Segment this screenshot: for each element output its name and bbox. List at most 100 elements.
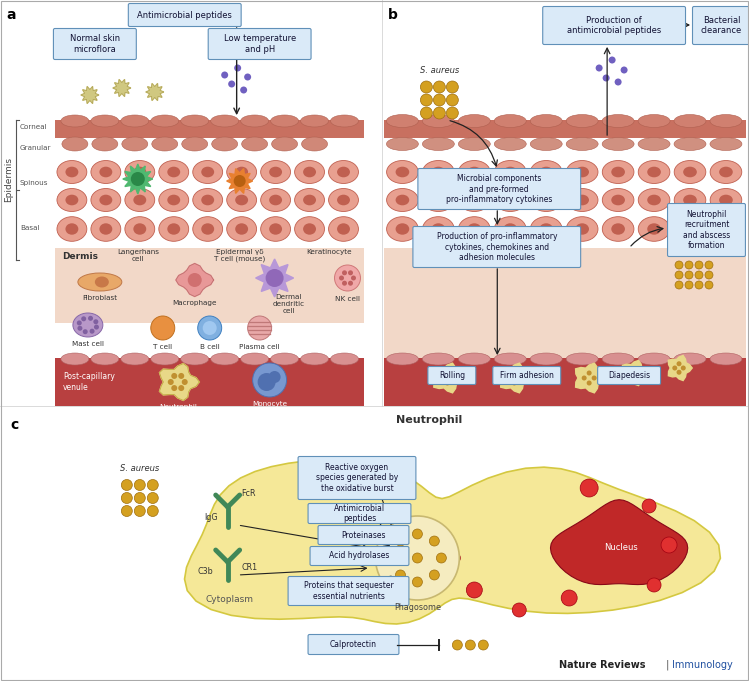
Polygon shape (226, 169, 253, 193)
Ellipse shape (331, 115, 358, 127)
Ellipse shape (395, 195, 410, 205)
Ellipse shape (494, 353, 526, 365)
Ellipse shape (301, 353, 328, 365)
Circle shape (507, 375, 512, 381)
Circle shape (429, 536, 439, 546)
Circle shape (258, 373, 275, 391)
FancyBboxPatch shape (692, 7, 750, 44)
Ellipse shape (647, 195, 661, 205)
Ellipse shape (61, 353, 88, 365)
Ellipse shape (182, 137, 208, 151)
Ellipse shape (62, 137, 88, 151)
Ellipse shape (719, 167, 733, 177)
Ellipse shape (638, 138, 670, 151)
FancyBboxPatch shape (53, 29, 136, 59)
Ellipse shape (566, 353, 598, 365)
Ellipse shape (575, 195, 589, 205)
Circle shape (413, 577, 422, 587)
Ellipse shape (674, 189, 706, 212)
Ellipse shape (503, 223, 517, 235)
Ellipse shape (539, 167, 553, 177)
Circle shape (592, 375, 597, 381)
Ellipse shape (211, 115, 238, 127)
Ellipse shape (458, 161, 490, 183)
FancyBboxPatch shape (598, 366, 661, 385)
Ellipse shape (386, 189, 418, 212)
Circle shape (234, 65, 242, 72)
Ellipse shape (422, 138, 454, 151)
Text: Reactive oxygen
species generated by
the oxidative burst: Reactive oxygen species generated by the… (316, 463, 398, 493)
Ellipse shape (337, 195, 350, 205)
Ellipse shape (611, 195, 625, 205)
Circle shape (433, 81, 445, 93)
Circle shape (348, 270, 353, 275)
Ellipse shape (261, 161, 290, 183)
Circle shape (642, 499, 656, 513)
Ellipse shape (467, 223, 482, 235)
Circle shape (198, 316, 222, 340)
Ellipse shape (303, 195, 316, 205)
Text: Nature Reviews: Nature Reviews (560, 660, 646, 670)
Circle shape (512, 381, 517, 385)
Ellipse shape (602, 114, 634, 127)
Ellipse shape (530, 114, 562, 127)
Circle shape (705, 261, 713, 269)
Circle shape (661, 537, 677, 553)
Ellipse shape (57, 217, 87, 241)
Text: Keratinocyte: Keratinocyte (307, 249, 352, 255)
Text: B cell: B cell (200, 344, 220, 350)
Ellipse shape (121, 115, 148, 127)
Ellipse shape (91, 353, 118, 365)
Text: Monocyte: Monocyte (252, 401, 287, 407)
Ellipse shape (575, 167, 589, 177)
FancyBboxPatch shape (385, 248, 746, 358)
Ellipse shape (167, 195, 180, 205)
Polygon shape (550, 500, 688, 584)
Circle shape (253, 363, 286, 397)
Ellipse shape (710, 114, 742, 127)
Ellipse shape (422, 217, 454, 241)
Text: |: | (663, 659, 673, 670)
Text: Low temperature
and pH: Low temperature and pH (224, 34, 296, 54)
Circle shape (620, 67, 628, 74)
Circle shape (632, 366, 637, 371)
Text: Mast cell: Mast cell (72, 341, 104, 347)
Text: Macrophage: Macrophage (172, 300, 217, 306)
Text: S. aureus: S. aureus (120, 464, 160, 473)
Ellipse shape (121, 353, 148, 365)
Circle shape (221, 72, 228, 78)
Ellipse shape (328, 217, 358, 241)
Ellipse shape (602, 138, 634, 151)
Circle shape (395, 536, 406, 546)
FancyBboxPatch shape (668, 204, 746, 257)
Ellipse shape (494, 161, 526, 183)
FancyBboxPatch shape (310, 546, 409, 565)
Ellipse shape (422, 161, 454, 183)
Ellipse shape (167, 223, 180, 235)
Ellipse shape (328, 161, 358, 183)
Text: Proteinases: Proteinases (341, 530, 386, 539)
Ellipse shape (241, 115, 268, 127)
Text: Antimicrobial
peptides: Antimicrobial peptides (334, 504, 385, 523)
Text: Diapedesis: Diapedesis (608, 371, 650, 380)
Circle shape (268, 371, 280, 383)
Circle shape (614, 78, 622, 86)
Ellipse shape (337, 223, 350, 235)
Polygon shape (160, 364, 200, 400)
FancyBboxPatch shape (55, 248, 364, 323)
Text: Fibroblast: Fibroblast (82, 295, 118, 301)
Ellipse shape (78, 273, 122, 291)
Circle shape (202, 321, 217, 335)
Circle shape (465, 640, 476, 650)
Circle shape (450, 375, 454, 381)
Circle shape (466, 582, 482, 598)
Text: Granular: Granular (20, 145, 52, 151)
Circle shape (77, 326, 82, 331)
Ellipse shape (422, 353, 454, 365)
Polygon shape (81, 86, 99, 104)
Ellipse shape (124, 217, 154, 241)
Circle shape (130, 172, 145, 186)
Circle shape (446, 94, 458, 106)
Circle shape (171, 373, 177, 379)
Circle shape (171, 385, 177, 391)
